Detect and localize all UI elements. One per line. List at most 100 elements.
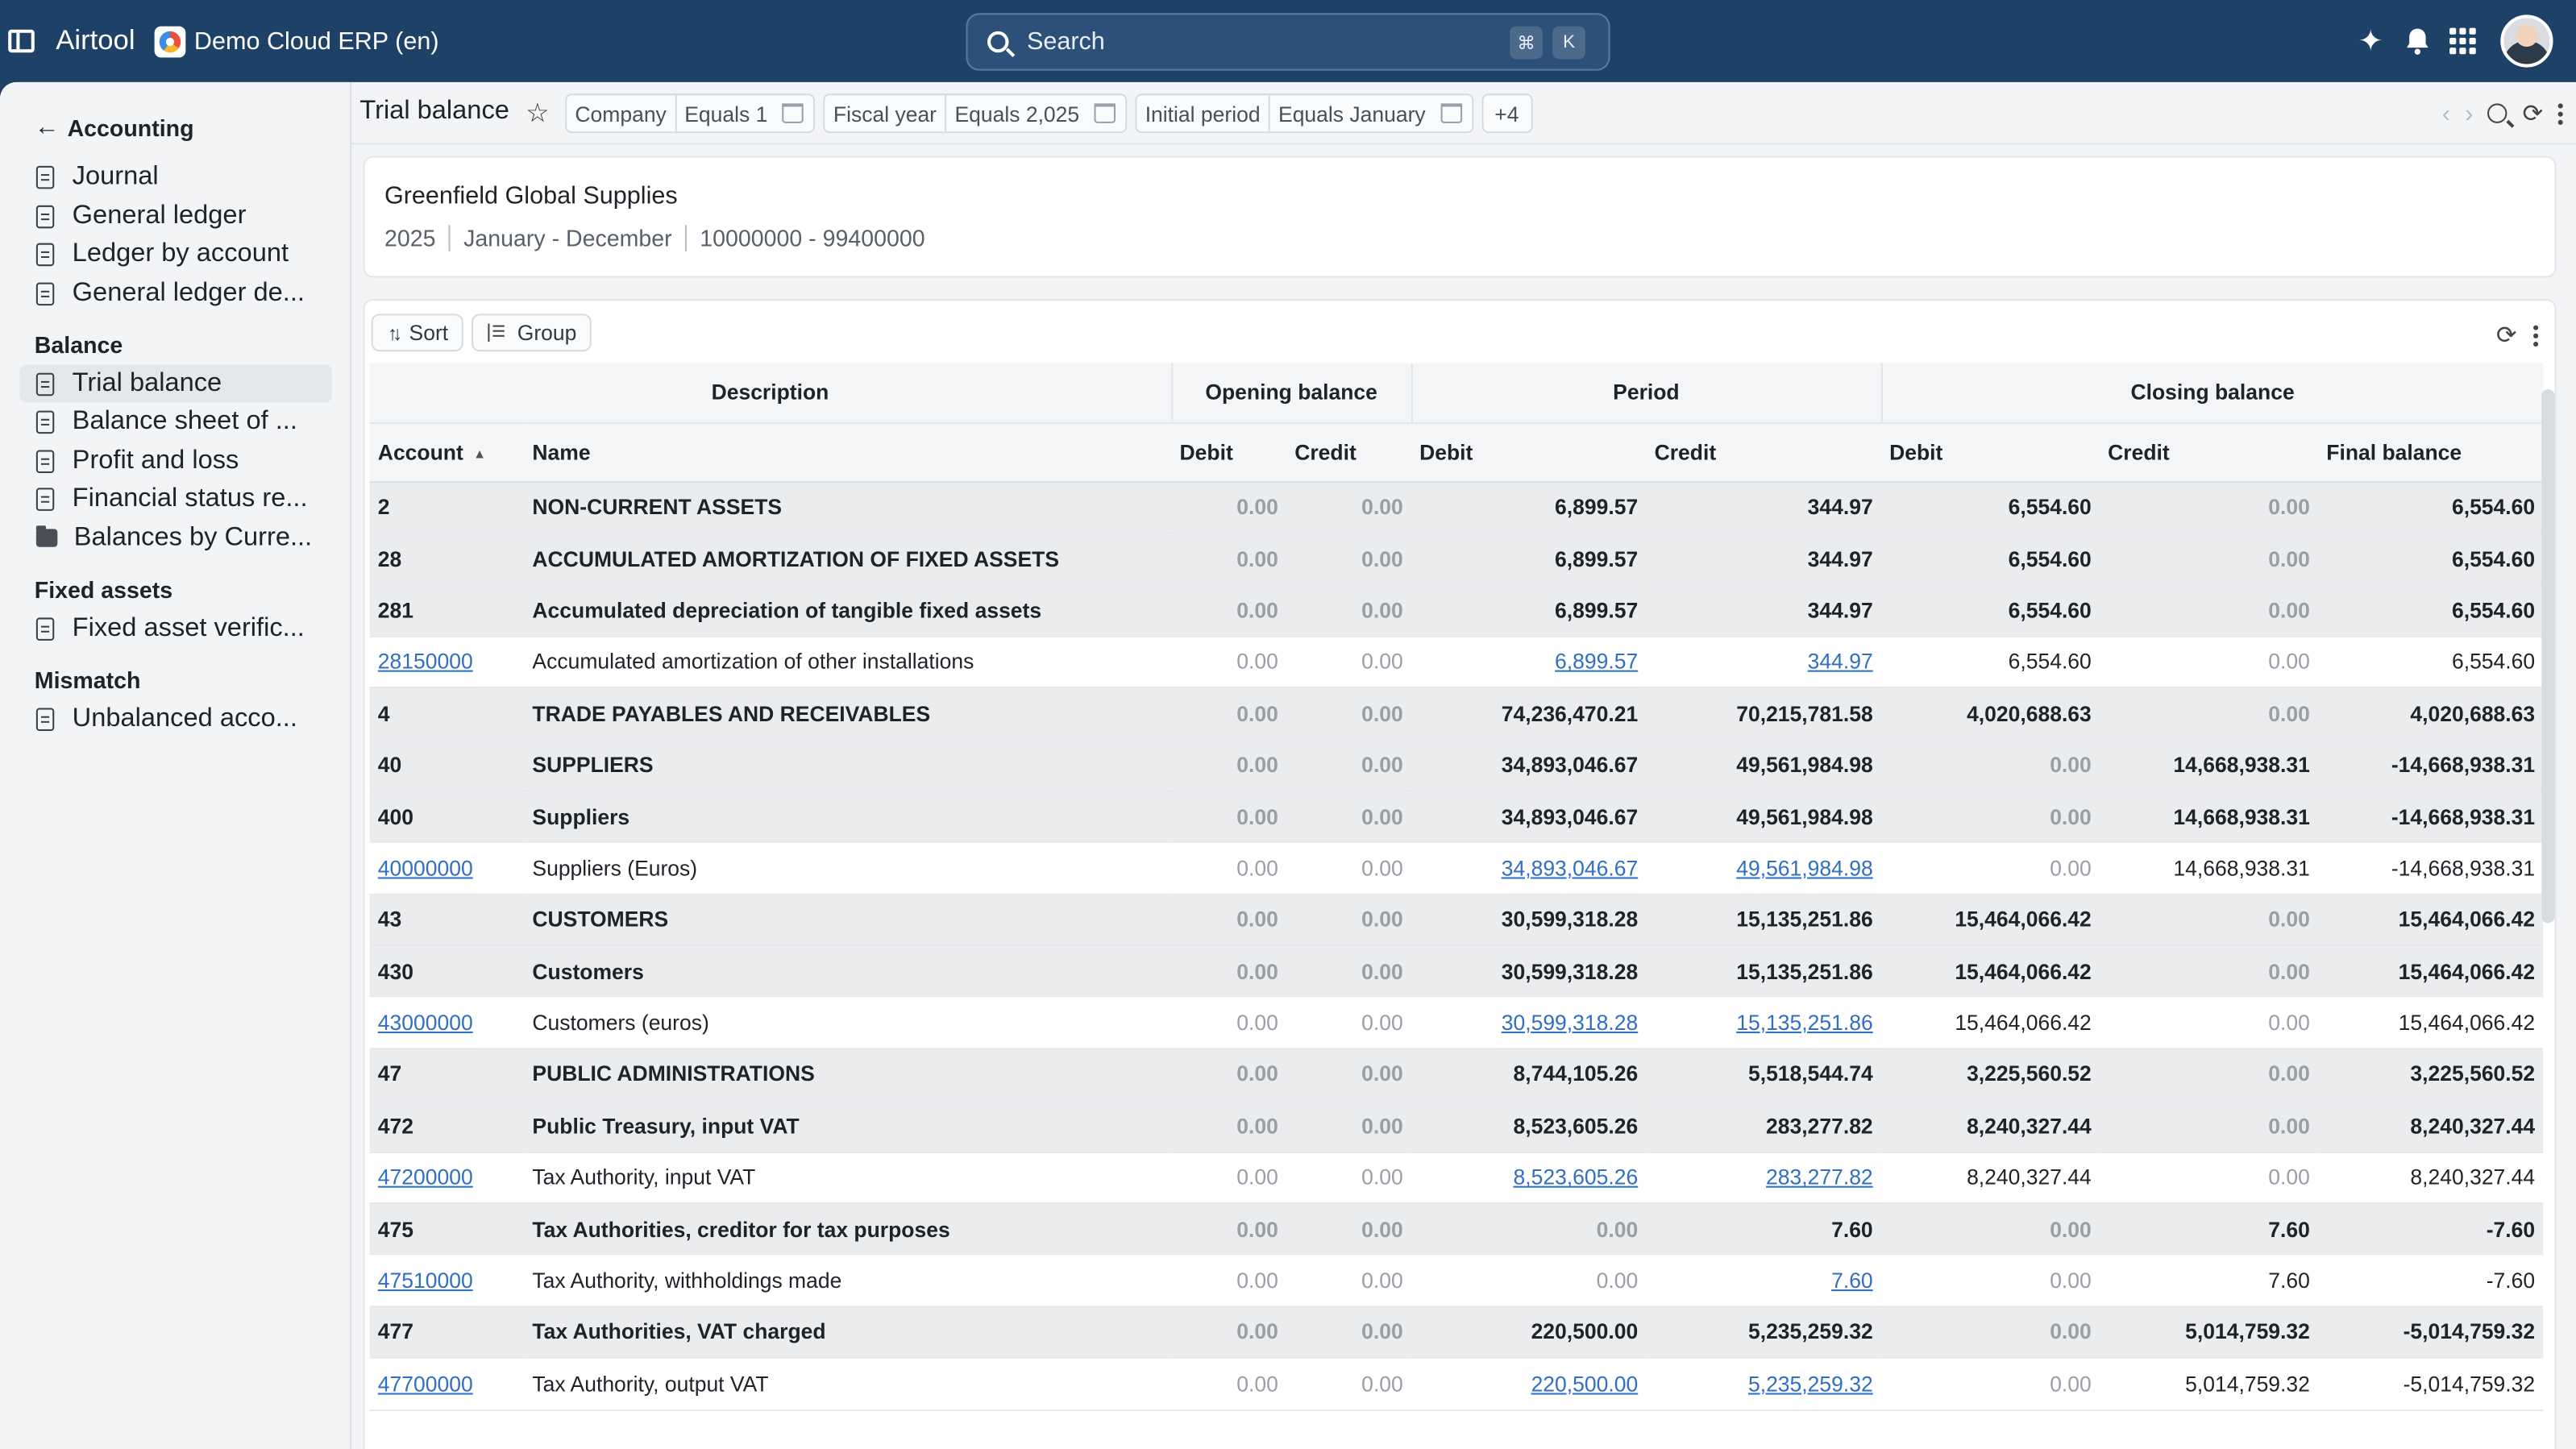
column-header-closing-credit[interactable]: Credit	[2099, 421, 2319, 483]
cell-period-credit[interactable]: 5,235,259.32	[1646, 1357, 1881, 1410]
document-icon	[35, 409, 55, 434]
sidebar-item-general-ledger-detail[interactable]: General ledger de...	[19, 274, 331, 312]
sidebar-item-ledger-by-account[interactable]: Ledger by account	[19, 235, 331, 272]
cell-period-credit[interactable]: 283,277.82	[1646, 1152, 1881, 1205]
column-header-opening-debit[interactable]: Debit	[1171, 421, 1287, 483]
refresh-icon[interactable]: ⟳	[2522, 100, 2544, 128]
cell-period-debit[interactable]: 8,523,605.26	[1411, 1152, 1647, 1205]
cell-period-credit[interactable]: 7.60	[1646, 1254, 1881, 1307]
sort-ascending-icon: ▲	[473, 446, 487, 461]
user-avatar[interactable]	[2500, 15, 2553, 68]
cell-period-credit[interactable]: 344.97	[1646, 636, 1881, 689]
report-account-range: 10000000 - 99400000	[684, 225, 938, 251]
sidebar-item-balance-sheet[interactable]: Balance sheet of ...	[19, 402, 331, 440]
cell-period-credit: 344.97	[1646, 481, 1881, 534]
table-row[interactable]: 477 Tax Authorities, VAT charged 0.00 0.00 2…	[369, 1306, 2544, 1359]
cell-account[interactable]: 47510000	[369, 1254, 525, 1307]
trash-icon[interactable]	[1440, 103, 1462, 123]
group-button[interactable]: Group	[471, 313, 592, 352]
cell-period-debit[interactable]: 6,899.57	[1411, 636, 1647, 689]
cell-period-debit: 220,500.00	[1411, 1306, 1647, 1359]
back-to-accounting[interactable]: ← Accounting	[35, 114, 194, 142]
report-meta: 2025 January - December 10000000 - 99400…	[384, 225, 938, 251]
cell-account[interactable]: 47700000	[369, 1357, 525, 1410]
table-row[interactable]: 28 ACCUMULATED AMORTIZATION OF FIXED ASSE…	[369, 533, 2544, 586]
vertical-scrollbar[interactable]	[2541, 389, 2555, 924]
filter-chip-fiscal-year[interactable]: Fiscal year Equals 2,025	[823, 93, 1128, 134]
cell-closing-credit: 0.00	[2099, 636, 2319, 689]
apps-grid-icon[interactable]	[2448, 27, 2478, 56]
ai-sparkle-icon[interactable]: ✦	[2358, 24, 2383, 58]
column-header-opening-credit[interactable]: Credit	[1286, 421, 1411, 483]
sidebar-item-trial-balance[interactable]: Trial balance	[19, 364, 332, 403]
table-row[interactable]: 43000000 Customers (euros) 0.00 0.00 30,599,…	[369, 997, 2544, 1050]
cell-name: SUPPLIERS	[524, 739, 1172, 792]
table-row[interactable]: 40000000 Suppliers (Euros) 0.00 0.00 34,893,…	[369, 842, 2544, 895]
cell-period-debit[interactable]: 220,500.00	[1411, 1357, 1647, 1410]
sort-button[interactable]: ↑↓ Sort	[371, 313, 463, 352]
chevron-right-icon[interactable]: ›	[2465, 99, 2474, 127]
sidebar-item-unbalanced-accounts[interactable]: Unbalanced acco...	[19, 700, 331, 737]
filter-chip-initial-period[interactable]: Initial period Equals January	[1135, 93, 1473, 134]
app-name[interactable]: Airtool	[56, 24, 135, 56]
cell-account[interactable]: 43000000	[369, 997, 525, 1050]
chevron-left-icon[interactable]: ‹	[2441, 99, 2450, 127]
cell-period-credit: 283,277.82	[1646, 1100, 1881, 1153]
cell-account[interactable]: 28150000	[369, 636, 525, 689]
global-search[interactable]: Search ⌘ K	[966, 13, 1610, 71]
cell-period-credit[interactable]: 15,135,251.86	[1646, 997, 1881, 1050]
sidebar-item-fixed-asset-verification[interactable]: Fixed asset verific...	[19, 609, 331, 647]
cell-opening-debit: 0.00	[1171, 1306, 1287, 1359]
trash-icon[interactable]	[782, 103, 804, 123]
cell-period-debit[interactable]: 34,893,046.67	[1411, 842, 1647, 895]
search-icon[interactable]	[2487, 103, 2508, 123]
cell-opening-credit: 0.00	[1286, 1152, 1411, 1205]
more-vertical-icon[interactable]	[2533, 324, 2539, 347]
sidebar-toggle-icon[interactable]	[8, 29, 35, 53]
filter-chip-company[interactable]: Company Equals 1	[565, 93, 816, 134]
table-row[interactable]: 475 Tax Authorities, creditor for tax pur…	[369, 1202, 2544, 1256]
column-header-name[interactable]: Name	[524, 421, 1172, 483]
org-switcher[interactable]: Demo Cloud ERP (en)	[154, 25, 439, 57]
cell-opening-debit: 0.00	[1171, 791, 1287, 844]
sidebar-item-journal[interactable]: Journal	[19, 158, 331, 196]
sidebar-section-mismatch: Mismatch	[34, 666, 141, 694]
refresh-icon[interactable]: ⟳	[2496, 322, 2517, 351]
column-header-account[interactable]: Account ▲	[369, 421, 525, 483]
cell-final-balance: 6,554.60	[2318, 533, 2544, 586]
table-row[interactable]: 40 SUPPLIERS 0.00 0.00 34,893,046.67 49,561,9…	[369, 739, 2544, 792]
column-header-closing-debit[interactable]: Debit	[1880, 421, 2100, 483]
table-row[interactable]: 43 CUSTOMERS 0.00 0.00 30,599,318.28 15,135,2…	[369, 894, 2544, 947]
cell-opening-debit: 0.00	[1171, 945, 1287, 999]
table-row[interactable]: 400 Suppliers 0.00 0.00 34,893,046.67 49,561,…	[369, 791, 2544, 844]
table-row[interactable]: 472 Public Treasury, input VAT 0.00 0.00 8,5…	[369, 1100, 2544, 1153]
more-vertical-icon[interactable]	[2557, 102, 2563, 124]
cell-final-balance: -14,668,938.31	[2318, 739, 2544, 792]
table-row[interactable]: 28150000 Accumulated amortization of othe…	[369, 636, 2544, 689]
table-row[interactable]: 47510000 Tax Authority, withholdings made…	[369, 1254, 2544, 1307]
sidebar-item-financial-status[interactable]: Financial status re...	[19, 480, 331, 517]
table-row[interactable]: 4 TRADE PAYABLES AND RECEIVABLES 0.00 0.00 7…	[369, 687, 2544, 741]
table-row[interactable]: 2 NON-CURRENT ASSETS 0.00 0.00 6,899.57 344.9…	[369, 481, 2544, 534]
cell-account[interactable]: 40000000	[369, 842, 525, 895]
cell-period-credit[interactable]: 49,561,984.98	[1646, 842, 1881, 895]
favorite-star-icon[interactable]: ☆	[526, 100, 550, 128]
table-row[interactable]: 281 Accumulated depreciation of tangible …	[369, 584, 2544, 637]
sidebar-section-fixed-assets: Fixed assets	[34, 576, 173, 604]
trash-icon[interactable]	[1094, 103, 1116, 123]
sidebar-item-profit-and-loss[interactable]: Profit and loss	[19, 442, 331, 480]
top-bar-left: Airtool Demo Cloud ERP (en)	[0, 0, 439, 82]
column-header-period-credit[interactable]: Credit	[1646, 421, 1881, 483]
cell-period-debit[interactable]: 30,599,318.28	[1411, 997, 1647, 1050]
table-row[interactable]: 430 Customers 0.00 0.00 30,599,318.28 15,135,…	[369, 945, 2544, 999]
sidebar-item-balances-by-currency[interactable]: Balances by Curre...	[19, 519, 331, 557]
more-filters-button[interactable]: +4	[1481, 93, 1532, 134]
column-header-final-balance[interactable]: Final balance	[2318, 421, 2544, 483]
table-row[interactable]: 47700000 Tax Authority, output VAT 0.00 0.0…	[369, 1357, 2544, 1410]
table-row[interactable]: 47200000 Tax Authority, input VAT 0.00 0.00…	[369, 1152, 2544, 1205]
sidebar-item-general-ledger[interactable]: General ledger	[19, 197, 331, 235]
bell-icon[interactable]	[2402, 27, 2432, 56]
column-header-period-debit[interactable]: Debit	[1411, 421, 1647, 483]
table-row[interactable]: 47 PUBLIC ADMINISTRATIONS 0.00 0.00 8,744,10…	[369, 1048, 2544, 1102]
cell-account[interactable]: 47200000	[369, 1152, 525, 1205]
